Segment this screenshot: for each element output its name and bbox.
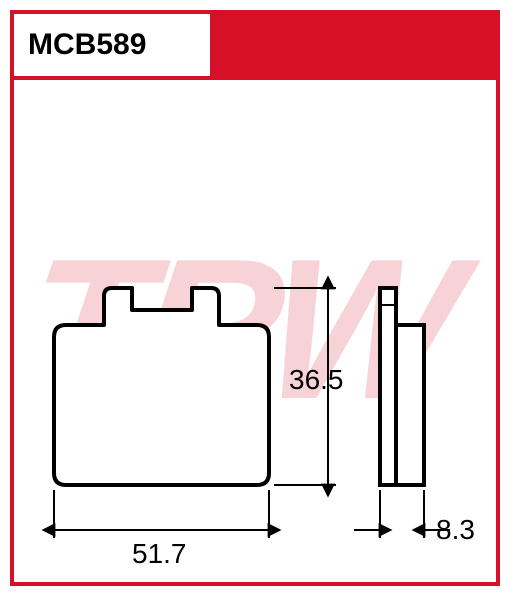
drawing-area: 36.5 51.7 8.3 [14,80,496,582]
diagram-container: TRW MCB589 36.5 51.7 8.3 [0,0,514,600]
header-bar: MCB589 [14,14,496,76]
header-fill [214,14,496,76]
dim-width-label: 51.7 [132,538,187,570]
dim-height-label: 36.5 [289,364,344,396]
part-number-label: MCB589 [14,14,214,76]
dim-thickness-label: 8.3 [436,514,475,546]
technical-svg [14,80,496,582]
